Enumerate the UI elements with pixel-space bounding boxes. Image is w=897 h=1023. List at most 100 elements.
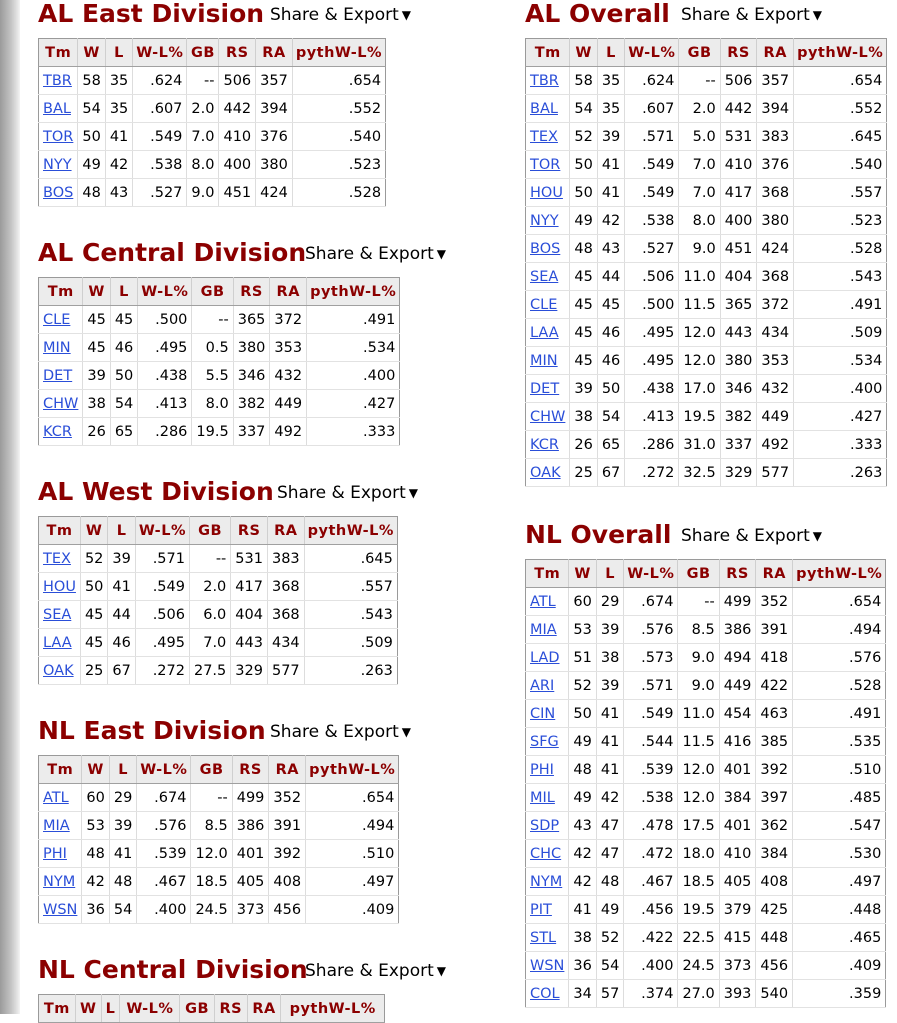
column-header[interactable]: RS [233,277,271,306]
share-export-button[interactable]: Share & Export ▼ [270,722,412,742]
column-header[interactable]: RS [232,755,270,784]
column-header[interactable]: GB [678,38,721,67]
column-header[interactable]: RA [755,559,794,588]
column-header[interactable]: GB [190,755,233,784]
team-link[interactable]: SEA [43,606,72,623]
team-link[interactable]: MIA [530,621,557,638]
column-header[interactable]: RA [269,277,308,306]
team-link[interactable]: NYM [43,873,76,890]
column-header[interactable]: W [82,277,111,306]
column-header[interactable]: W-L% [623,559,679,588]
column-header[interactable]: L [597,38,626,67]
team-link[interactable]: KCR [530,436,559,453]
team-link[interactable]: MIN [530,352,558,369]
team-link[interactable]: TOR [530,156,561,173]
team-link[interactable]: STL [530,929,557,946]
column-header[interactable]: Tm [38,994,76,1023]
column-header[interactable]: L [110,277,139,306]
share-export-button[interactable]: Share & Export ▼ [681,526,823,546]
column-header[interactable]: RS [719,559,757,588]
column-header[interactable]: GB [191,277,234,306]
column-header[interactable]: GB [189,516,232,545]
column-header[interactable]: pythW-L% [305,755,399,784]
column-header[interactable]: W-L% [135,516,190,545]
column-header[interactable]: Tm [38,38,79,67]
team-link[interactable]: CLE [43,311,71,328]
column-header[interactable]: L [109,755,138,784]
column-header[interactable]: W [568,559,597,588]
column-header[interactable]: W-L% [132,38,188,67]
team-link[interactable]: CLE [530,296,558,313]
team-link[interactable]: CHC [530,845,562,862]
column-header[interactable]: L [101,994,121,1023]
team-link[interactable]: MIN [43,339,71,356]
column-header[interactable]: Tm [525,38,571,67]
column-header[interactable]: GB [179,994,215,1023]
column-header[interactable]: RA [756,38,795,67]
column-header[interactable]: GB [186,38,220,67]
column-header[interactable]: W-L% [137,277,193,306]
team-link[interactable]: SDP [530,817,560,834]
team-link[interactable]: TEX [43,550,71,567]
team-link[interactable]: WSN [530,957,565,974]
column-header[interactable]: RS [214,994,248,1023]
column-header[interactable]: W [75,994,102,1023]
team-link[interactable]: TBR [530,72,559,89]
team-link[interactable]: WSN [43,901,78,918]
team-link[interactable]: LAA [43,634,72,651]
column-header[interactable]: W [569,38,598,67]
team-link[interactable]: NYM [530,873,563,890]
share-export-button[interactable]: Share & Export ▼ [681,5,823,25]
team-link[interactable]: OAK [43,662,74,679]
team-link[interactable]: CIN [530,705,556,722]
team-link[interactable]: PHI [530,761,554,778]
team-link[interactable]: LAD [530,649,560,666]
team-link[interactable]: BAL [530,100,558,117]
team-link[interactable]: BAL [43,100,71,117]
team-link[interactable]: BOS [530,240,561,257]
share-export-button[interactable]: Share & Export ▼ [270,5,412,25]
column-header[interactable]: Tm [38,755,83,784]
team-link[interactable]: MIL [530,789,555,806]
column-header[interactable]: RA [268,755,307,784]
team-link[interactable]: CHW [530,408,566,425]
column-header[interactable]: RA [255,38,293,67]
column-header[interactable]: pythW-L% [793,38,887,67]
column-header[interactable]: L [105,38,134,67]
column-header[interactable]: RS [218,38,257,67]
column-header[interactable]: W [77,38,106,67]
team-link[interactable]: HOU [43,578,76,595]
team-link[interactable]: CHW [43,395,79,412]
team-link[interactable]: SFG [530,733,559,750]
column-header[interactable]: L [107,516,136,545]
column-header[interactable]: Tm [38,277,84,306]
column-header[interactable]: pythW-L% [792,559,886,588]
column-header[interactable]: pythW-L% [280,994,385,1023]
team-link[interactable]: NYY [43,156,72,173]
share-export-button[interactable]: Share & Export ▼ [277,483,419,503]
team-link[interactable]: DET [530,380,560,397]
column-header[interactable]: L [596,559,625,588]
column-header[interactable]: Tm [525,559,570,588]
column-header[interactable]: W [81,755,110,784]
team-link[interactable]: SEA [530,268,559,285]
column-header[interactable]: RS [230,516,268,545]
team-link[interactable]: TEX [530,128,558,145]
team-link[interactable]: KCR [43,423,72,440]
team-link[interactable]: TOR [43,128,74,145]
column-header[interactable]: RA [247,994,282,1023]
column-header[interactable]: W-L% [136,755,192,784]
team-link[interactable]: OAK [530,464,561,481]
column-header[interactable]: RS [720,38,758,67]
column-header[interactable]: W-L% [624,38,680,67]
team-link[interactable]: DET [43,367,73,384]
team-link[interactable]: ARI [530,677,555,694]
column-header[interactable]: pythW-L% [306,277,400,306]
team-link[interactable]: HOU [530,184,563,201]
team-link[interactable]: COL [530,985,560,1002]
team-link[interactable]: ATL [530,593,556,610]
team-link[interactable]: PIT [530,901,552,918]
team-link[interactable]: LAA [530,324,559,341]
share-export-button[interactable]: Share & Export ▼ [305,244,447,264]
column-header[interactable]: GB [677,559,720,588]
